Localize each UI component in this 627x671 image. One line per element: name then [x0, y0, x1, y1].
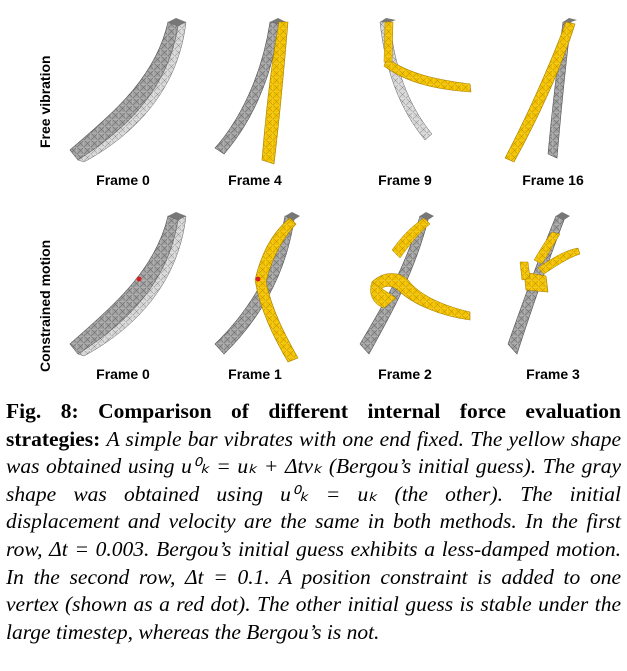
- free-frame-9-image: [379, 18, 472, 141]
- row-label-free-vibration: Free vibration: [37, 55, 53, 148]
- free-frame-16-image: [504, 18, 577, 163]
- frame-label: Frame 16: [522, 172, 584, 188]
- frame-label: Frame 3: [526, 366, 580, 382]
- figure-panel: Free vibration Constrained motion Frame …: [37, 18, 584, 382]
- constrained-frame-2-image: [359, 212, 471, 355]
- frame-label: Frame 1: [228, 366, 282, 382]
- caption-body: A simple bar vibrates with one end fixed…: [6, 426, 621, 644]
- constraint-dot-icon: [136, 276, 142, 282]
- figure-caption: Fig. 8: Comparison of different internal…: [6, 398, 621, 646]
- frame-label: Frame 0: [96, 366, 150, 382]
- free-frame-0-image: [69, 18, 187, 163]
- frame-label: Frame 4: [228, 172, 282, 188]
- caption-lead: Fig. 8: Comparison of different internal…: [6, 399, 621, 451]
- constrained-frame-3-image: [507, 212, 581, 355]
- constrained-frame-1-image: [214, 212, 300, 363]
- frame-label: Frame 2: [378, 366, 432, 382]
- figure-illustration: [69, 18, 581, 363]
- constraint-dot-icon: [255, 276, 261, 282]
- free-frame-4-image: [214, 18, 289, 165]
- frame-label: Frame 0: [96, 172, 150, 188]
- constrained-frame-0-image: [69, 212, 187, 357]
- row-label-constrained-motion: Constrained motion: [37, 239, 53, 372]
- frame-label: Frame 9: [378, 172, 432, 188]
